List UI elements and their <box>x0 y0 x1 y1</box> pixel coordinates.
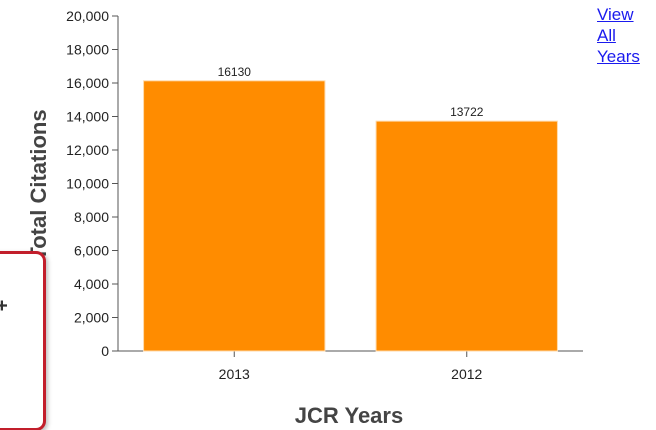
y-tick-label: 20,000 <box>66 8 109 24</box>
x-axis-title: JCR Years <box>295 403 403 428</box>
bar-2012[interactable] <box>375 120 558 352</box>
y-tick-label: 6,000 <box>74 243 109 259</box>
view-all-years-link[interactable]: View All Years <box>597 5 640 66</box>
y-tick-label: 0 <box>101 343 109 359</box>
bar-2013[interactable] <box>143 80 326 352</box>
x-tick-label: 2012 <box>451 366 482 382</box>
data-labels: 16130 13722 <box>218 65 484 119</box>
y-axis-title: Total Citations <box>26 109 51 260</box>
x-axis: 2013 2012 <box>118 350 583 382</box>
y-tick-label: 8,000 <box>74 209 109 225</box>
data-label-2013: 16130 <box>218 65 252 79</box>
y-tick-label: 18,000 <box>66 42 109 58</box>
x-tick-label: 2013 <box>219 366 250 382</box>
y-tick-label: 2,000 <box>74 310 109 326</box>
y-tick-label: 4,000 <box>74 276 109 292</box>
data-label-2012: 13722 <box>450 105 484 119</box>
bars <box>143 80 558 352</box>
y-axis: 0 2,000 4,000 6,000 8,000 10,000 12,000 14,000 1… <box>66 8 119 359</box>
plus-icon: + <box>0 300 14 312</box>
y-tick-label: 12,000 <box>66 142 109 158</box>
y-tick-label: 16,000 <box>66 75 109 91</box>
y-tick-label: 14,000 <box>66 109 109 125</box>
callout-box: + <box>0 251 46 430</box>
y-tick-label: 10,000 <box>66 176 109 192</box>
